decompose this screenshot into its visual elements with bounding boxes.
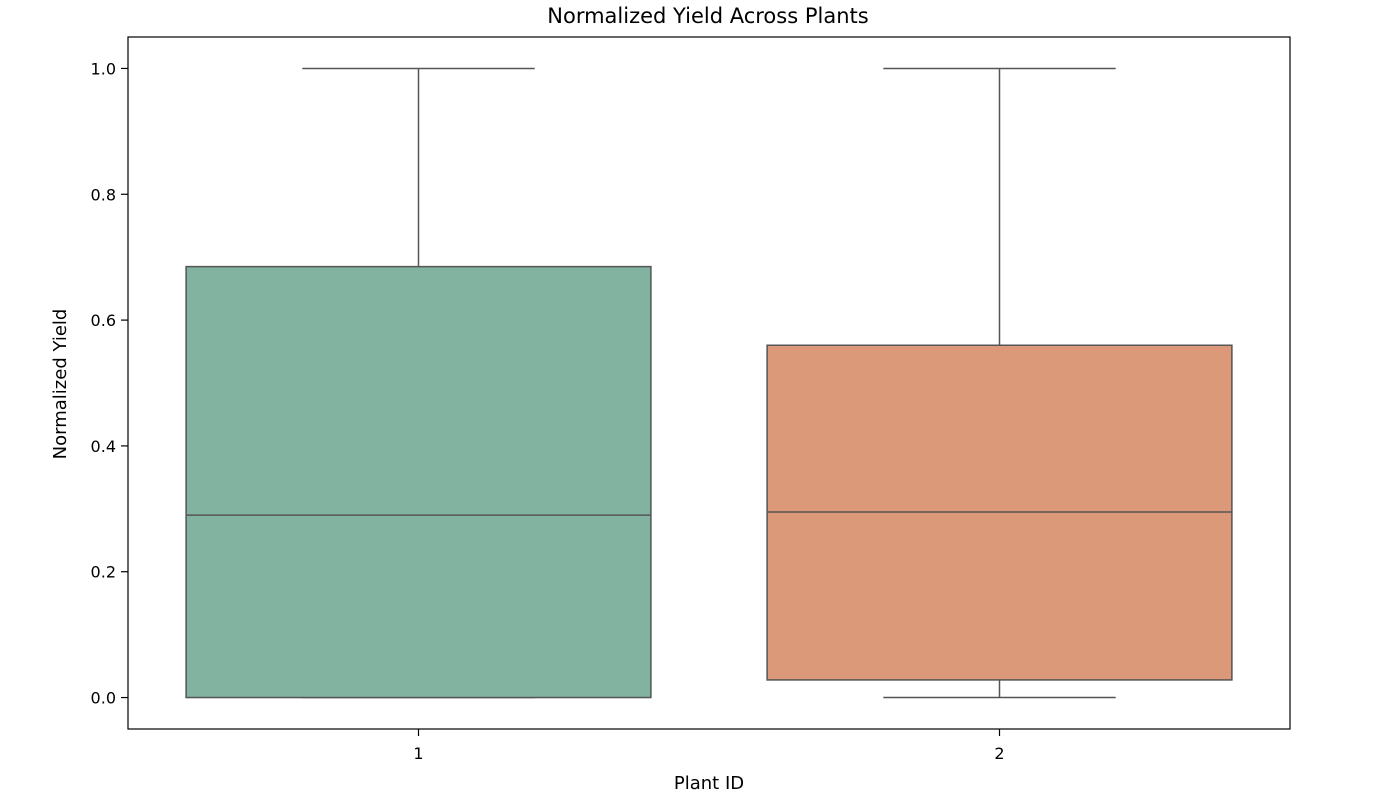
box-iqr xyxy=(185,265,652,699)
box-series-2 xyxy=(766,67,1233,699)
y-tick-label: 0.8 xyxy=(91,185,116,204)
y-tick-label: 0.6 xyxy=(91,311,116,330)
chart-title: Normalized Yield Across Plants xyxy=(547,4,868,28)
y-tick-label: 0.0 xyxy=(91,689,116,708)
y-tick-label: 1.0 xyxy=(91,59,116,78)
y-tick-label: 0.2 xyxy=(91,563,116,582)
y-axis-label: Normalized Yield xyxy=(50,309,71,460)
plot-area xyxy=(127,36,1291,730)
y-tick-label: 0.4 xyxy=(91,437,116,456)
x-tick-label: 2 xyxy=(994,744,1004,763)
x-axis-label: Plant ID xyxy=(674,773,744,794)
plot-frame xyxy=(127,36,1291,730)
y-axis: 0.0 0.2 0.4 0.6 0.8 1.0 xyxy=(91,59,128,708)
x-tick-label: 1 xyxy=(413,744,423,763)
box-series-1 xyxy=(185,67,652,699)
